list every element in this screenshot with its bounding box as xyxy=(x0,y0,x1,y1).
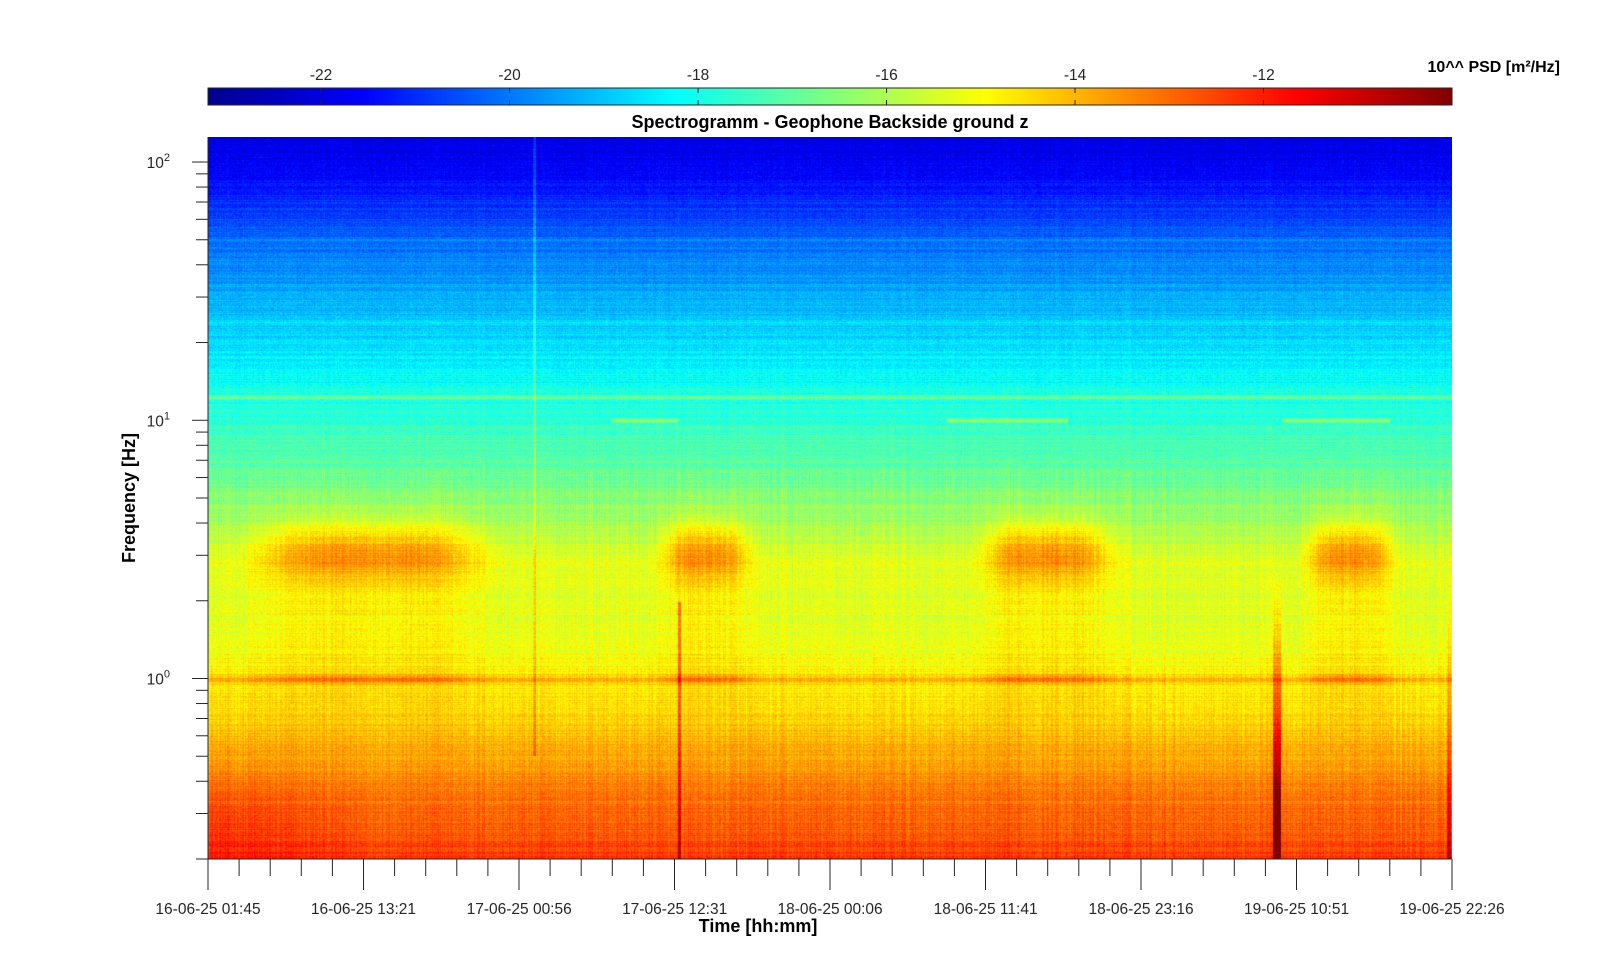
colorbar: -22 -20 -18 -16 -14 -12 10^^ PSD [m²/Hz] xyxy=(207,59,1560,106)
colorbar-tick-label: -14 xyxy=(1064,67,1087,84)
y-tick-label: 102 xyxy=(147,152,170,172)
x-axis-label: Time [hh:mm] xyxy=(699,916,818,936)
x-tick-label: 18-06-25 23:16 xyxy=(1088,901,1193,918)
x-tick-label: 17-06-25 00:56 xyxy=(467,901,572,918)
colorbar-ticks: -22 -20 -18 -16 -14 -12 xyxy=(310,67,1275,105)
plot-area xyxy=(208,137,1452,859)
spectrogram-image-holder xyxy=(208,137,1452,859)
y-axis: 100 101 102 xyxy=(147,137,209,860)
x-tick-label: 19-06-25 10:51 xyxy=(1244,901,1349,918)
x-tick-label: 18-06-25 11:41 xyxy=(934,901,1038,918)
colorbar-tick-label: -20 xyxy=(498,67,521,84)
x-tick-label: 16-06-25 13:21 xyxy=(311,901,416,918)
x-axis: 16-06-25 01:45 16-06-25 13:21 17-06-25 00:… xyxy=(155,858,1505,918)
x-tick-label: 17-06-25 12:31 xyxy=(622,901,727,918)
colorbar-tick-label: -18 xyxy=(687,67,709,84)
colorbar-tick-label: -22 xyxy=(310,67,332,84)
colorbar-tick-label: -12 xyxy=(1252,67,1274,84)
x-tick-label: 16-06-25 01:45 xyxy=(155,901,260,918)
colorbar-tick-label: -16 xyxy=(875,67,897,84)
spectrogram-heatmap xyxy=(208,137,1452,859)
x-tick-label: 18-06-25 00:06 xyxy=(778,901,883,918)
colorbar-label: 10^^ PSD [m²/Hz] xyxy=(1428,59,1560,76)
y-tick-label: 101 xyxy=(147,410,170,430)
colorbar-gradient xyxy=(207,87,1453,106)
y-axis-label: Frequency [Hz] xyxy=(119,433,139,563)
x-tick-label: 19-06-25 22:26 xyxy=(1399,901,1504,918)
chart-title: Spectrogramm - Geophone Backside ground … xyxy=(631,112,1028,132)
y-tick-label: 100 xyxy=(147,669,170,689)
